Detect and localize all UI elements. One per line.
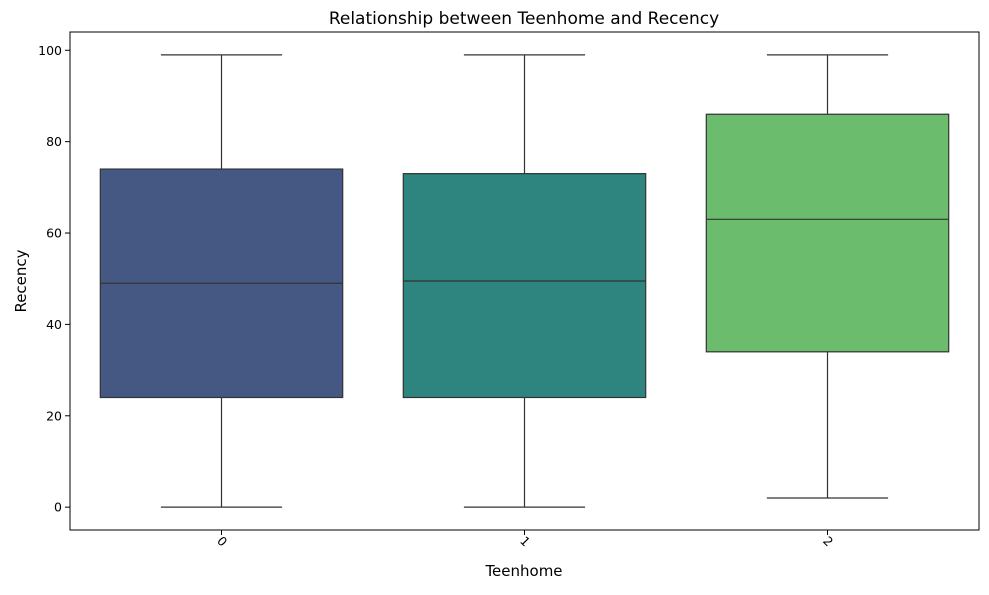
plot-frame xyxy=(69,31,980,531)
chart-title: Relationship between Teenhome and Recenc… xyxy=(329,9,719,29)
y-tick-label: 80 xyxy=(46,134,62,149)
x-axis: 0 1 2 xyxy=(214,530,836,549)
y-axis-label: Recency xyxy=(12,249,30,312)
box-group-0 xyxy=(99,54,344,508)
box-group-1 xyxy=(402,54,647,508)
x-axis-label: Teenhome xyxy=(484,562,562,580)
y-tick-label: 40 xyxy=(46,317,62,332)
y-axis: 0 20 40 60 80 100 xyxy=(38,43,70,515)
x-tick-label: 2 xyxy=(820,533,836,549)
y-tick-label: 0 xyxy=(54,500,62,515)
x-tick-label: 0 xyxy=(214,533,230,549)
box-iqr xyxy=(402,173,647,399)
y-tick-label: 20 xyxy=(46,408,62,423)
x-tick-label: 1 xyxy=(517,533,533,549)
y-tick-label: 100 xyxy=(38,43,62,58)
box-iqr xyxy=(705,113,950,353)
y-tick-label: 60 xyxy=(46,226,62,241)
boxes-layer xyxy=(99,54,950,508)
box-group-2 xyxy=(705,54,950,499)
